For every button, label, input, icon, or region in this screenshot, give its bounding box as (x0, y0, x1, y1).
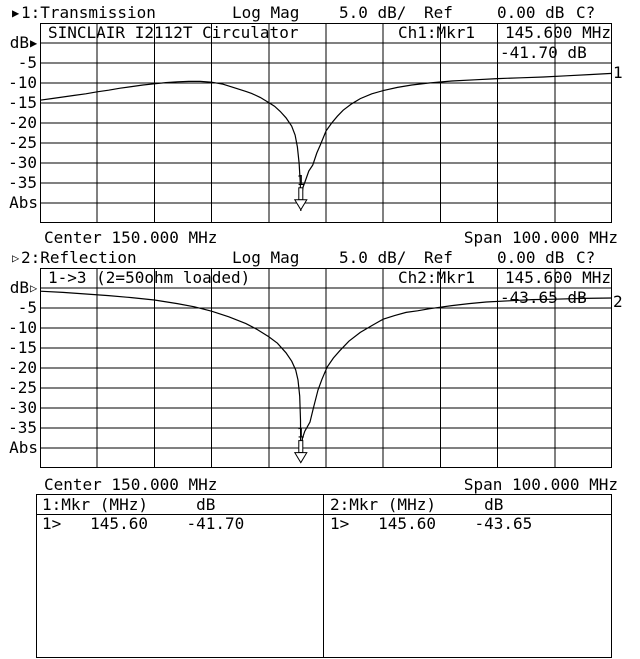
y-axis-tick-label: -5 (17, 298, 37, 317)
y-axis-tick-label: -30 (8, 153, 37, 172)
marker-stem (298, 440, 304, 454)
y-axis-tick-label: -15 (8, 93, 37, 112)
grid-border (40, 23, 612, 223)
marker-table-divider (323, 495, 324, 657)
chart2-plot: 1 (40, 268, 612, 468)
channel2-active-icon: ▷ (12, 251, 20, 265)
chart1-trace-number: 1 (613, 63, 623, 82)
chart1-marker-freq-readout: 145.600 MHz (505, 23, 611, 42)
marker-table-header-rule (37, 514, 611, 515)
trace (40, 290, 612, 463)
marker-table-header-ch2: 2:Mkr (MHz) dB (330, 495, 504, 514)
channel2-ref-value: 0.00 dB (497, 248, 565, 267)
grid-border (40, 268, 612, 468)
channel1-title: 1:Transmission (21, 3, 156, 22)
channel2-cal-indicator: C? (576, 248, 596, 267)
chart2-marker-freq-readout: 145.600 MHz (505, 268, 611, 287)
y-axis-mode-label: Abs (9, 438, 38, 457)
channel1-ref-label: Ref (424, 3, 453, 22)
chart1-center-frequency-label: Center 150.000 MHz (44, 228, 218, 247)
marker-table-row-ch1: 1> 145.60 -41.70 (42, 514, 245, 533)
chart1-device-title: SINCLAIR I2112T Circulator (48, 23, 299, 42)
chart1-marker-amplitude-readout: -41.70 dB (500, 43, 587, 62)
marker-arrow-icon (293, 199, 308, 211)
y-axis-tick-label: -25 (8, 133, 37, 152)
y-axis-tick-label: -20 (8, 113, 37, 132)
y-axis-tick-label: -5 (17, 53, 37, 72)
y-axis-unit-label: dB (9, 33, 29, 52)
y-axis-tick-label: -35 (8, 418, 37, 437)
chart2-ref-level-icon: ▷ (30, 281, 38, 295)
channel1-scale-label: 5.0 dB/ (339, 3, 407, 22)
chart1-marker-channel-label: Ch1:Mkr1 (398, 23, 476, 42)
marker-table: 1:Mkr (MHz) dB 1> 145.60 -41.70 2:Mkr (M… (36, 494, 612, 658)
marker-stem (298, 187, 304, 201)
marker-number: 1 (297, 427, 305, 442)
chart1-span-label: Span 100.000 MHz (463, 228, 618, 247)
marker-arrow-icon (293, 452, 308, 464)
channel1-active-icon: ▶ (12, 6, 20, 20)
y-axis-tick-label: -20 (8, 358, 37, 377)
channel1-ref-value: 0.00 dB (497, 3, 565, 22)
y-axis-tick-label: -35 (8, 173, 37, 192)
chart2-device-title: 1->3 (2=50ohm loaded) (48, 268, 251, 287)
chart2-marker-channel-label: Ch2:Mkr1 (398, 268, 476, 287)
marker-number: 1 (297, 174, 305, 189)
channel1-format-label: Log Mag (232, 3, 300, 22)
y-axis-tick-label: -10 (8, 318, 37, 337)
chart2-trace-number: 2 (613, 292, 623, 311)
y-axis-tick-label: -15 (8, 338, 37, 357)
chart2-center-frequency-label: Center 150.000 MHz (44, 475, 218, 494)
trace (40, 72, 612, 212)
channel2-title: 2:Reflection (21, 248, 137, 267)
y-axis-tick-label: -25 (8, 378, 37, 397)
y-axis-unit-label: dB (9, 278, 29, 297)
y-axis-tick-label: -30 (8, 398, 37, 417)
y-axis-mode-label: Abs (9, 193, 38, 212)
chart1-ref-level-icon: ▶ (30, 36, 38, 50)
chart1-plot: 1 (40, 23, 612, 223)
marker-table-header-ch1: 1:Mkr (MHz) dB (42, 495, 216, 514)
channel2-format-label: Log Mag (232, 248, 300, 267)
channel2-ref-label: Ref (424, 248, 453, 267)
channel2-scale-label: 5.0 dB/ (339, 248, 407, 267)
channel1-cal-indicator: C? (576, 3, 596, 22)
y-axis-tick-label: -10 (8, 73, 37, 92)
chart2-span-label: Span 100.000 MHz (463, 475, 618, 494)
chart2-marker-amplitude-readout: -43.65 dB (500, 288, 587, 307)
marker-table-row-ch2: 1> 145.60 -43.65 (330, 514, 533, 533)
